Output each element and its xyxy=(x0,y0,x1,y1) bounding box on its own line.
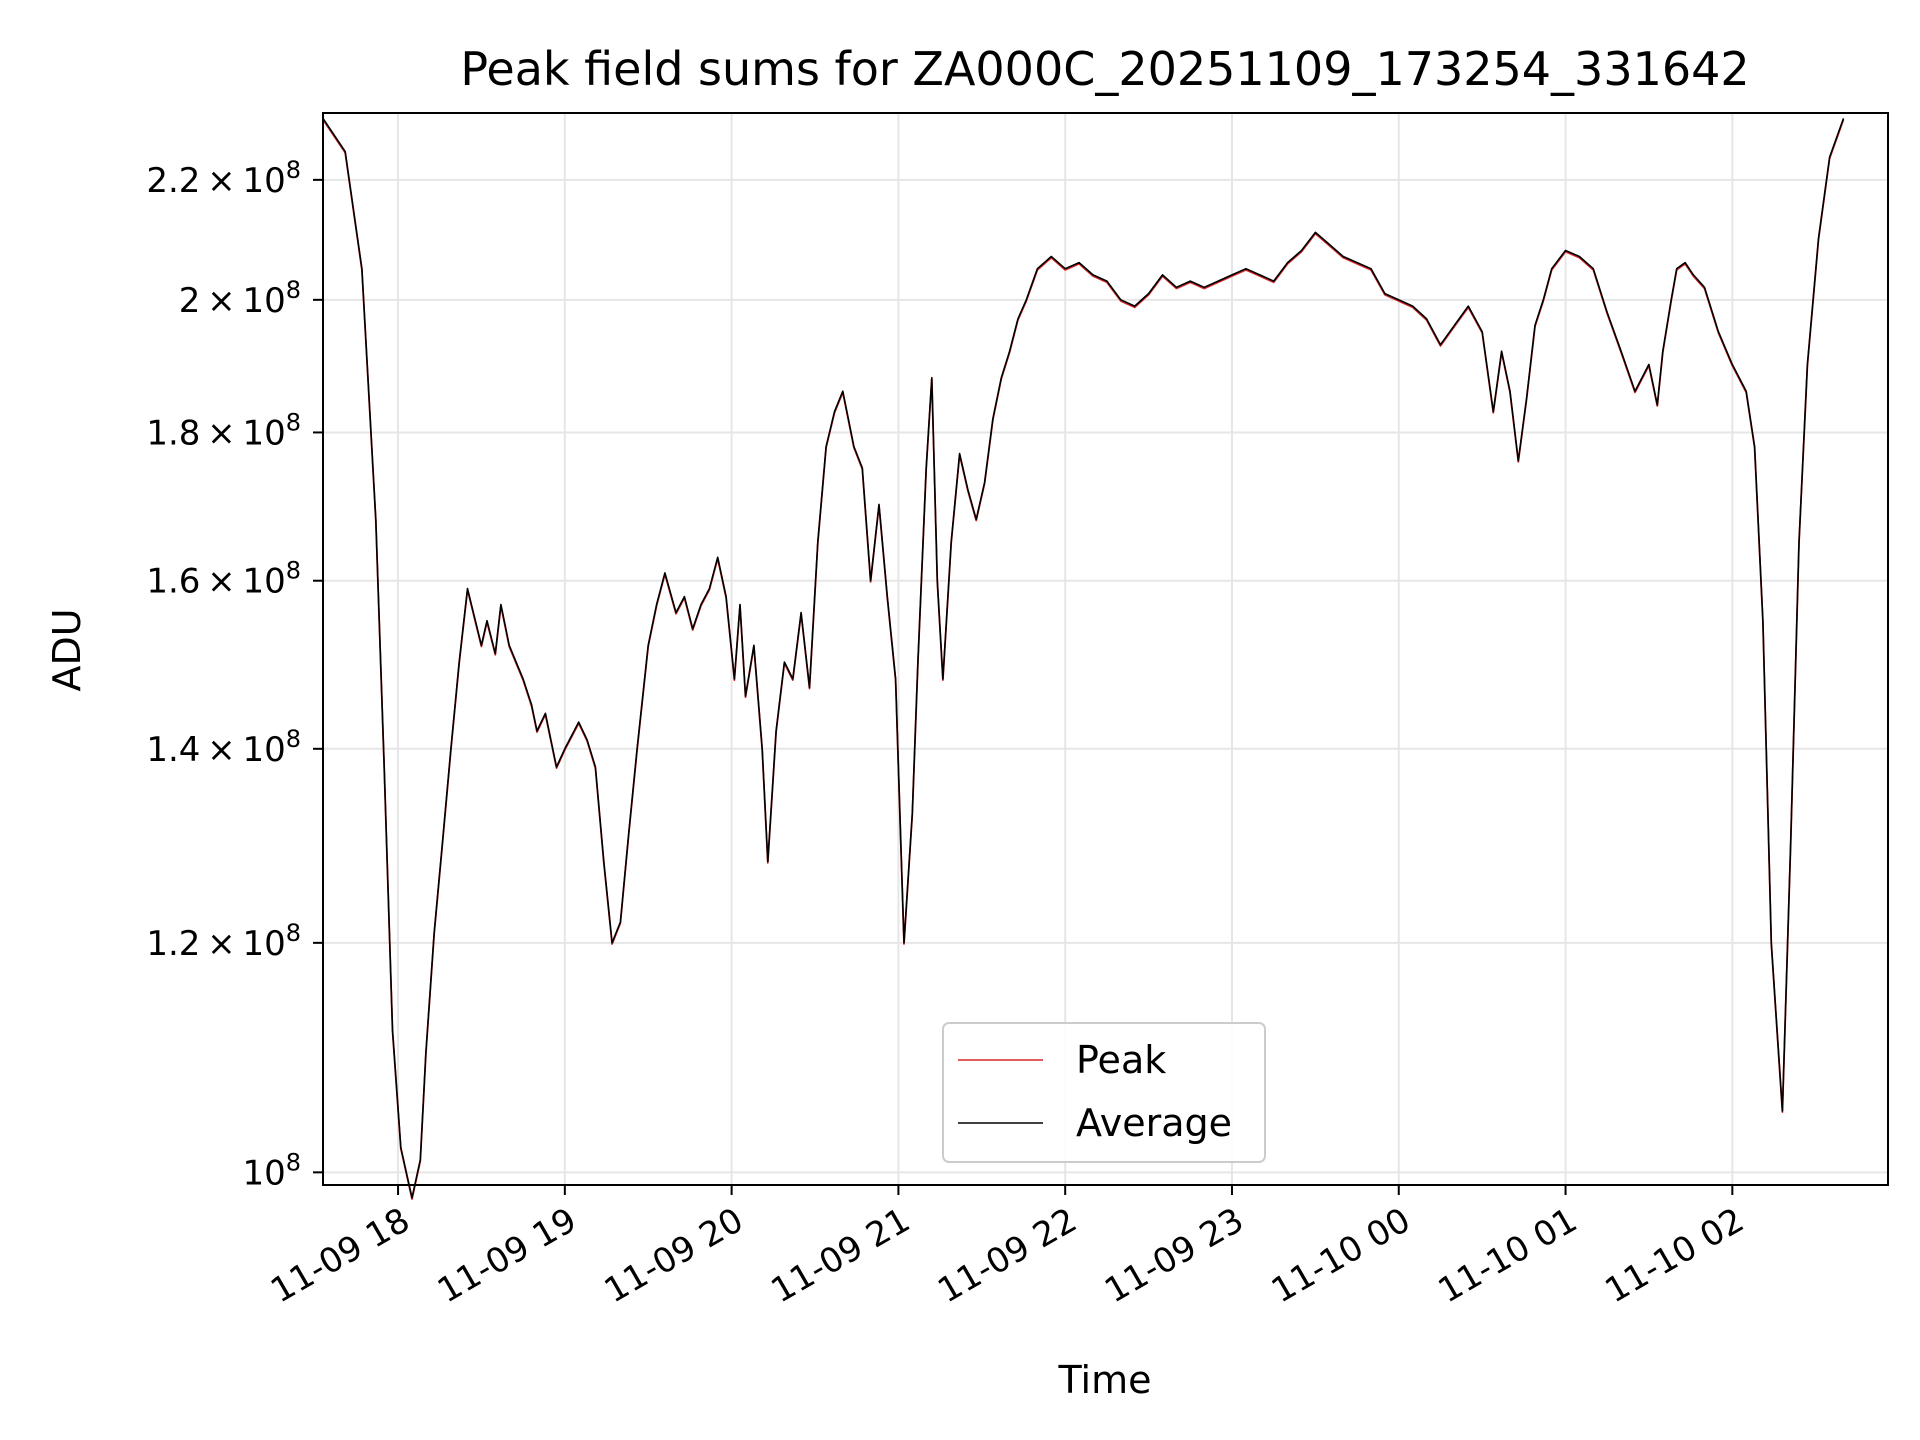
legend-frame xyxy=(942,1022,1266,1163)
y-axis: 108 1.2 × 108 1.4 × 108 1.6 × 108 1.8 × 108 2… xyxy=(146,156,323,1193)
plot-frame xyxy=(322,112,1889,1186)
legend-label-average: Average xyxy=(1076,1101,1232,1145)
chart-title: Peak field sums for ZA000C_20251109_1732… xyxy=(460,42,1749,96)
series-layer xyxy=(322,117,1845,1200)
legend: Peak Average xyxy=(942,1022,1266,1163)
x-axis-label: Time xyxy=(1058,1358,1152,1402)
y-tick-label: 108 xyxy=(242,1148,301,1193)
y-tick-label: 1.6 × 108 xyxy=(146,557,301,602)
y-tick-label: 1.2 × 108 xyxy=(146,919,301,964)
y-tick-label: 2.2 × 108 xyxy=(146,156,301,201)
grid xyxy=(323,113,1888,1185)
legend-label-peak: Peak xyxy=(1076,1038,1166,1082)
y-tick-label: 1.8 × 108 xyxy=(146,408,301,453)
series-line-average xyxy=(322,117,1845,1199)
y-axis-label: ADU xyxy=(45,608,89,691)
y-tick-label: 1.4 × 108 xyxy=(146,725,301,770)
y-tick-label: 2 × 108 xyxy=(179,276,301,321)
